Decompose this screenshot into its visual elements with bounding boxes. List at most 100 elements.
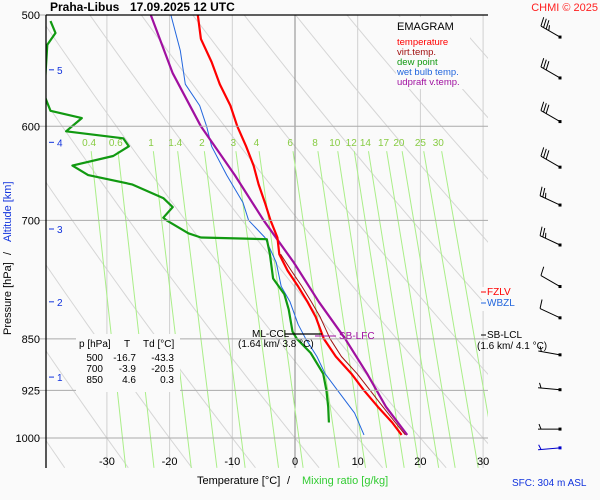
altitude-tick-label: 4 [57,138,63,149]
mixing-ratio-line [423,151,479,468]
y-axis-title: Pressure [hPa] / Altitude [km] [2,181,14,335]
mixing-ratio-line [90,151,127,468]
altitude-tick-label: 5 [57,66,63,77]
legend-item: temperature [397,37,448,48]
series-virt-temp [280,253,406,436]
mixing-ratio-label: 8 [312,138,318,149]
wind-barb [540,17,562,39]
legend-box [396,17,470,89]
mixing-ratio-line [337,151,388,468]
dry-adiabat [46,25,383,468]
grid-layer [46,15,488,468]
x-tick-label: -30 [99,456,115,468]
chart-subtitle: 17.09.2025 12 UTC [130,0,235,14]
series-temperature [196,15,403,436]
mixing-ratio-line [353,151,405,468]
table-cell: 0.3 [160,375,174,386]
mixing-ratio-line [117,151,155,468]
mixing-ratio-line [152,151,192,468]
mixing-ratio-line [177,151,218,468]
series-udpraft-v-temp [149,15,409,436]
x-tick-label: -10 [224,456,240,468]
mixing-ratio-label: 0.4 [82,138,96,149]
wind-barb [538,346,562,357]
x-tick-label: -20 [162,456,178,468]
mixing-ratio-line [401,151,456,468]
y-tick-label: 700 [22,215,40,227]
altitude-tick-label: 3 [57,225,63,236]
altitude-tick-label: 2 [57,298,63,309]
wind-barb [540,101,562,124]
wind-barb [539,226,562,247]
wind-barb [539,299,562,320]
mixing-ratio-label: 20 [393,138,405,149]
dry-adiabat [46,101,320,468]
x-tick-label: 0 [292,456,298,468]
table-header-p: p [hPa] [79,339,111,350]
annotations: ML-CCL (1.64 km/ 3.8 °C) SB-LFC FZLV WBZ… [238,287,547,352]
altitude-tick-label: 1 [57,373,63,384]
table-header-td: Td [°C] [143,339,174,350]
table-cell: 700 [86,364,103,375]
dry-adiabat [397,15,488,119]
x-tick-label: 10 [352,456,364,468]
mixing-ratio-label: 0.6 [109,138,123,149]
dry-adiabat [46,264,193,468]
dry-adiabat [46,350,129,468]
mixing-ratio-line [441,151,488,418]
y-tick-label: 1000 [16,433,40,445]
y-tick-label: 850 [22,334,40,346]
x-tick-label: 20 [414,456,426,468]
legend-item: udpraft v.temp. [397,77,460,88]
wind-barb [539,186,562,207]
dry-adiabat [46,181,256,468]
table-cell: -16.7 [113,353,136,364]
wind-barb [540,58,562,80]
y-tick-label: 500 [22,10,40,22]
copyright: CHMI © 2025 [531,2,598,14]
mixing-ratio-label: 1 [148,138,154,149]
dry-adiabat [89,15,447,468]
wind-barb [540,147,562,169]
chart-title: Praha-Libus [50,0,120,14]
dry-adiabat [243,15,488,308]
mixing-ratio-line [386,151,440,468]
mixing-ratio-label: 25 [415,138,427,149]
legend-item: virt.temp. [397,47,436,58]
table-cell: -43.3 [151,353,174,364]
table-cell: 4.6 [122,375,136,386]
ml-ccl-detail: (1.64 km/ 3.8 °C) [238,339,314,350]
wind-barb [538,444,562,451]
ml-ccl-label: ML-CCL [252,329,290,340]
surface-elevation: SFC: 304 m ASL [512,478,587,489]
sb-lfc-label: SB-LFC [339,331,375,342]
dry-adiabat [346,15,488,180]
y-tick-label: 600 [22,121,40,133]
wind-barb [538,382,562,392]
wbzl-label: WBZL [487,298,515,309]
sb-lcl-detail: (1.6 km/ 4.1 °C) [477,341,547,352]
table-cell: 850 [86,375,103,386]
table-header-t: T [124,339,130,350]
diagram-type-label: EMAGRAM [397,21,454,33]
mixing-ratio-label: 10 [329,138,341,149]
x-axis-label-sep: / [287,475,291,487]
y-axis-label-sep: / [2,251,14,255]
mixing-ratio-line [235,151,280,468]
mixing-ratio-label: 6 [287,138,293,149]
data-table: p [hPa] T Td [°C] 500 -16.7 -43.3 700 -3.9 -2… [76,334,180,392]
mixing-ratio-label: 3 [231,138,237,149]
y-axis-label: Pressure [hPa] [2,262,14,335]
wind-barb [538,423,562,431]
y-axis-label-secondary: Altitude [km] [2,181,14,242]
y-tick-label: 925 [22,385,40,397]
mixing-ratio-label: 12 [346,138,358,149]
legend-item: wet bulb temp. [396,67,459,78]
x-axis-label-secondary: Mixing ratio [g/kg] [302,475,388,487]
dry-adiabat [140,15,488,445]
mixing-ratio-lines [90,151,488,468]
mixing-ratio-label: 17 [378,138,390,149]
dry-adiabat [294,15,488,243]
